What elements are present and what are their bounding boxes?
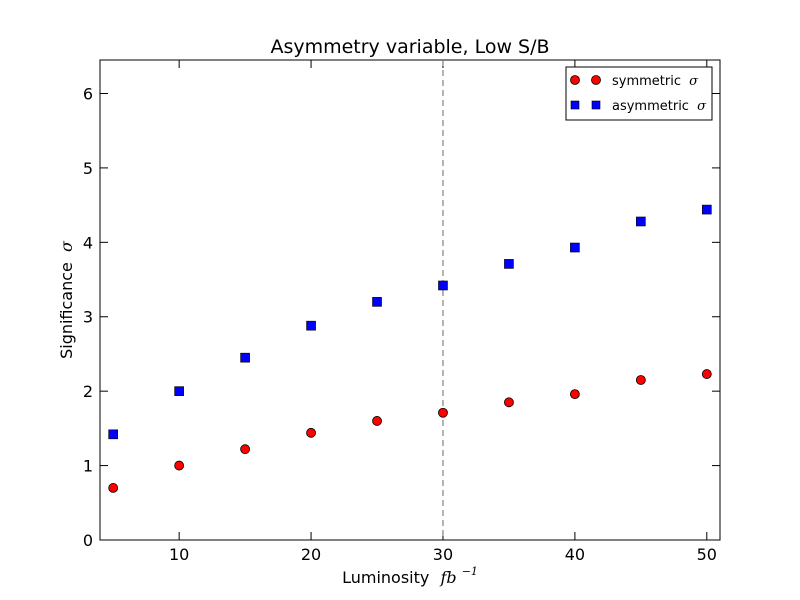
symmetric-point-30 <box>438 407 448 418</box>
plot-axes <box>99 59 721 541</box>
y-axis-title-math: σ <box>57 240 76 252</box>
asymmetric-point-30 <box>438 280 448 291</box>
asymmetric-point-50 <box>702 204 712 215</box>
x-axis-title: Luminosity fb −1 <box>342 565 478 587</box>
legend-marker-symmetric-2 <box>591 75 601 85</box>
data-marks <box>108 204 712 493</box>
y-tick-label-4: 4 <box>83 233 93 252</box>
symmetric-point-50 <box>701 369 712 379</box>
symmetric-point-40 <box>569 389 580 400</box>
y-axis-title-text: Significance <box>57 262 76 359</box>
asymmetric-point-35 <box>504 259 514 269</box>
asymmetric-point-15 <box>240 352 250 363</box>
axis-ticks: 10 20 30 40 50 0 1 2 3 4 5 6 <box>83 60 720 564</box>
series-symmetric <box>108 369 712 493</box>
asymmetric-point-10 <box>174 386 184 396</box>
legend-label-asymmetric-text: asymmetric <box>612 99 689 114</box>
legend: symmetric σ asymmetric σ <box>565 66 713 121</box>
symmetric-point-25 <box>372 416 382 426</box>
asymmetric-point-45 <box>636 216 646 227</box>
axes-frame <box>99 59 721 541</box>
legend-label-symmetric: symmetric σ <box>612 74 699 89</box>
y-tick-label-0: 0 <box>83 531 93 550</box>
asymmetric-point-5 <box>108 429 118 440</box>
asymmetric-point-25 <box>372 297 382 307</box>
y-tick-label-1: 1 <box>83 457 93 476</box>
x-tick-label-10: 10 <box>169 545 189 564</box>
legend-box <box>565 66 713 121</box>
chart-title: Asymmetry variable, Low S/B <box>270 36 549 58</box>
symmetric-point-10 <box>174 460 185 471</box>
legend-entry-symmetric: symmetric σ <box>570 74 699 89</box>
y-tick-label-6: 6 <box>83 84 93 103</box>
legend-entry-asymmetric: asymmetric σ <box>570 99 707 114</box>
legend-label-symmetric-math: σ <box>689 74 699 89</box>
legend-label-asymmetric-math: σ <box>697 99 707 114</box>
y-axis-title: Significance σ <box>57 240 76 359</box>
asymmetric-point-20 <box>306 320 316 331</box>
x-axis-title-math: fb <box>439 568 456 587</box>
legend-label-symmetric-text: symmetric <box>612 74 681 89</box>
y-tick-label-5: 5 <box>83 159 93 178</box>
asymmetric-point-40 <box>570 242 580 253</box>
symmetric-point-45 <box>635 375 646 385</box>
x-tick-label-30: 30 <box>433 545 453 564</box>
x-tick-label-50: 50 <box>697 545 717 564</box>
symmetric-point-15 <box>240 444 251 455</box>
x-axis-title-sup: −1 <box>462 565 478 578</box>
legend-label-asymmetric: asymmetric σ <box>612 99 707 114</box>
series-asymmetric <box>108 204 712 440</box>
legend-marker-asymmetric-2 <box>591 100 601 110</box>
y-tick-label-3: 3 <box>83 308 93 327</box>
x-tick-label-20: 20 <box>301 545 321 564</box>
legend-marker-symmetric-1 <box>570 75 580 85</box>
y-tick-label-2: 2 <box>83 382 93 401</box>
symmetric-point-20 <box>306 427 316 438</box>
x-tick-label-40: 40 <box>565 545 585 564</box>
symmetric-point-5 <box>108 483 119 493</box>
symmetric-point-35 <box>504 397 514 408</box>
legend-marker-asymmetric-1 <box>570 100 580 110</box>
x-axis-title-text: Luminosity <box>342 568 429 587</box>
